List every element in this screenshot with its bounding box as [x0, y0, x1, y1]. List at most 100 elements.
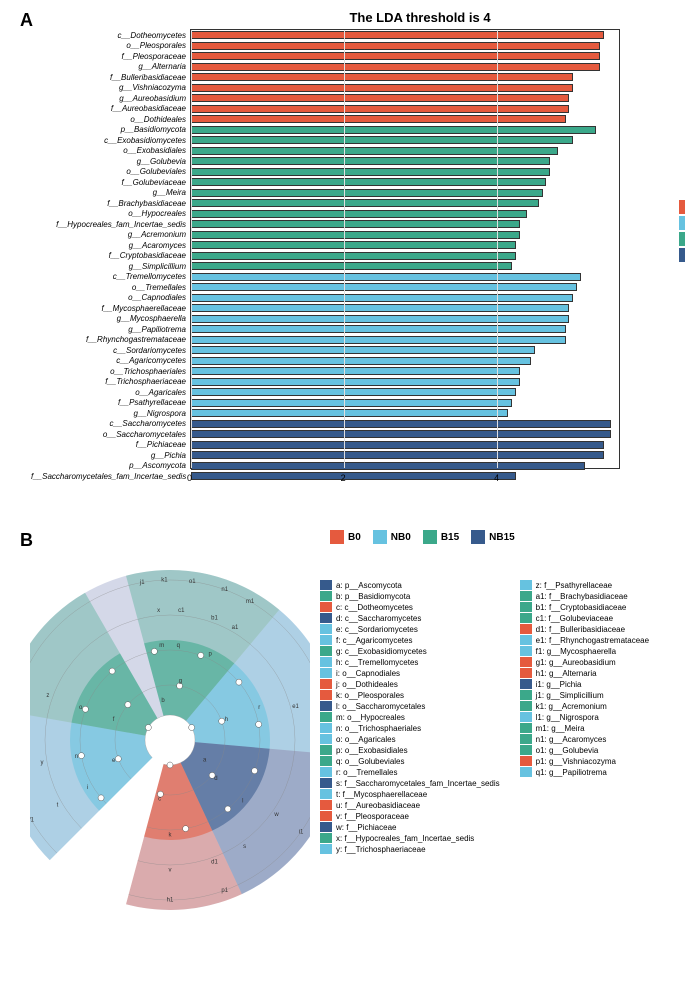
legend-b-item: t: f__Mycosphaerellaceae — [320, 789, 500, 799]
legend-b-swatch — [520, 679, 532, 689]
panel-a: A The LDA threshold is 4 c__Dotheomycete… — [30, 10, 670, 510]
bar-row: g__Aureobasidium — [191, 93, 619, 104]
bar-label: g__Simplicillium — [31, 262, 186, 271]
legend-b-swatch — [320, 811, 332, 821]
bar-label: f__Hypocreales_fam_Incertae_sedis — [31, 220, 186, 229]
legend-panel-a: B0NB0B15NB15 — [679, 200, 685, 264]
legend-swatch — [679, 248, 685, 262]
legend-b-swatch — [320, 646, 332, 656]
bar — [191, 409, 508, 417]
bar-row: g__Acremonium — [191, 230, 619, 241]
clad-label: v — [169, 868, 172, 874]
bar — [191, 31, 604, 39]
legend-b-swatch — [320, 844, 332, 854]
legend-b-item: v: f__Pleosporaceae — [320, 811, 500, 821]
bar — [191, 357, 531, 365]
legend-b-item: g1: g__Aureobasidium — [520, 657, 649, 667]
legend-b-item: o: o__Agaricales — [320, 734, 500, 744]
legend-b-item: k1: g__Acremonium — [520, 701, 649, 711]
legend-b-item: c: c__Dotheomycetes — [320, 602, 500, 612]
bar-row: g__Acaromyces — [191, 240, 619, 251]
legend-b-text: p: o__Exobasidiales — [336, 746, 408, 755]
clad-label: h — [225, 717, 228, 723]
bar — [191, 399, 512, 407]
legend-b-text: n: o__Trichosphaeriales — [336, 724, 421, 733]
legend-b-item: s: f__Saccharomycetales_fam_Incertae_sed… — [320, 778, 500, 788]
bar-row: o__Dothideales — [191, 114, 619, 125]
legend-b-swatch — [520, 712, 532, 722]
legend-b-text: q: o__Golubeviales — [336, 757, 405, 766]
clad-label: q — [177, 643, 180, 649]
clad-label: i1 — [299, 829, 304, 835]
bar-label: g__Meira — [31, 188, 186, 197]
legend-b-text: o1: g__Golubevia — [536, 746, 599, 755]
bar — [191, 346, 535, 354]
legend-b-swatch — [520, 602, 532, 612]
legend-text: B15 — [441, 532, 459, 543]
legend-text: NB15 — [489, 532, 515, 543]
legend-panel-b-top: B0NB0B15NB15 — [330, 530, 515, 544]
bar-label: o__Hypocreales — [31, 209, 186, 218]
legend-text: B0 — [348, 532, 361, 543]
clad-node — [183, 826, 189, 832]
clad-label: j1 — [139, 580, 145, 586]
bar-row: g__Vishniacozyma — [191, 83, 619, 94]
clad-label: k1 — [161, 578, 168, 584]
clad-label: y — [40, 760, 43, 766]
bar-row: g__Simplicillium — [191, 261, 619, 272]
legend-b-swatch — [520, 580, 532, 590]
bar-row: c__Sordariomycetes — [191, 345, 619, 356]
clad-label: m — [159, 643, 164, 649]
bar-label: g__Mycosphaerella — [31, 314, 186, 323]
bar — [191, 220, 520, 228]
bar — [191, 367, 520, 375]
bar-label: c__Agaricomycetes — [31, 356, 186, 365]
clad-label: n1 — [221, 587, 228, 593]
bar — [191, 52, 600, 60]
bar-label: f__Cryptobasidiaceae — [31, 251, 186, 260]
legend-b-item: p: o__Exobasidiales — [320, 745, 500, 755]
legend-b-swatch — [320, 580, 332, 590]
legend-b-swatch — [320, 613, 332, 623]
legend-b-text: g: c__Exobasidiomycetes — [336, 647, 427, 656]
legend-b-text: i1: g__Pichia — [536, 680, 582, 689]
bar-label: g__Alternaria — [31, 62, 186, 71]
legend-b-swatch — [320, 668, 332, 678]
legend-b-text: f1: g__Mycosphaerella — [536, 647, 617, 656]
legend-item: NB15 — [679, 248, 685, 262]
bar-row: c__Dotheomycetes — [191, 30, 619, 41]
clad-node — [109, 668, 115, 674]
clad-label: d — [214, 776, 217, 782]
panel-b-label: B — [20, 530, 33, 551]
bar-row: c__Exobasidiomycetes — [191, 135, 619, 146]
bar-row: o__Pleosporales — [191, 41, 619, 52]
bar-label: g__Golubevia — [31, 157, 186, 166]
bar-label: p__Basidiomycota — [31, 125, 186, 134]
legend-b-item: o1: g__Golubevia — [520, 745, 649, 755]
bar — [191, 315, 569, 323]
bar-row: c__Tremellomycetes — [191, 272, 619, 283]
bar-label: c__Saccharomycetes — [31, 419, 186, 428]
legend-b-item: f1: g__Mycosphaerella — [520, 646, 649, 656]
bar — [191, 252, 516, 260]
legend-b-text: k1: g__Acremonium — [536, 702, 607, 711]
bar-row: o__Trichosphaeriales — [191, 366, 619, 377]
legend-b-text: r: o__Tremellales — [336, 768, 398, 777]
bar-label: o__Pleosporales — [31, 41, 186, 50]
bar-row: c__Agaricomycetes — [191, 356, 619, 367]
bar-label: f__Aureobasidiaceae — [31, 104, 186, 113]
bar-label: o__Saccharomycetales — [31, 430, 186, 439]
legend-b-text: q1: g__Papiliotrema — [536, 768, 607, 777]
bar — [191, 126, 596, 134]
clad-node — [198, 652, 204, 658]
bar — [191, 273, 581, 281]
bar-label: o__Capnodiales — [31, 293, 186, 302]
clad-node — [225, 806, 231, 812]
bar-row: g__Meira — [191, 188, 619, 199]
clad-node — [189, 725, 195, 731]
bar — [191, 451, 604, 459]
bar-row: f__Pleosporaceae — [191, 51, 619, 62]
legend-b-item: e: c__Sordariomycetes — [320, 624, 500, 634]
legend-b-swatch — [320, 723, 332, 733]
legend-b-text: g1: g__Aureobasidium — [536, 658, 616, 667]
